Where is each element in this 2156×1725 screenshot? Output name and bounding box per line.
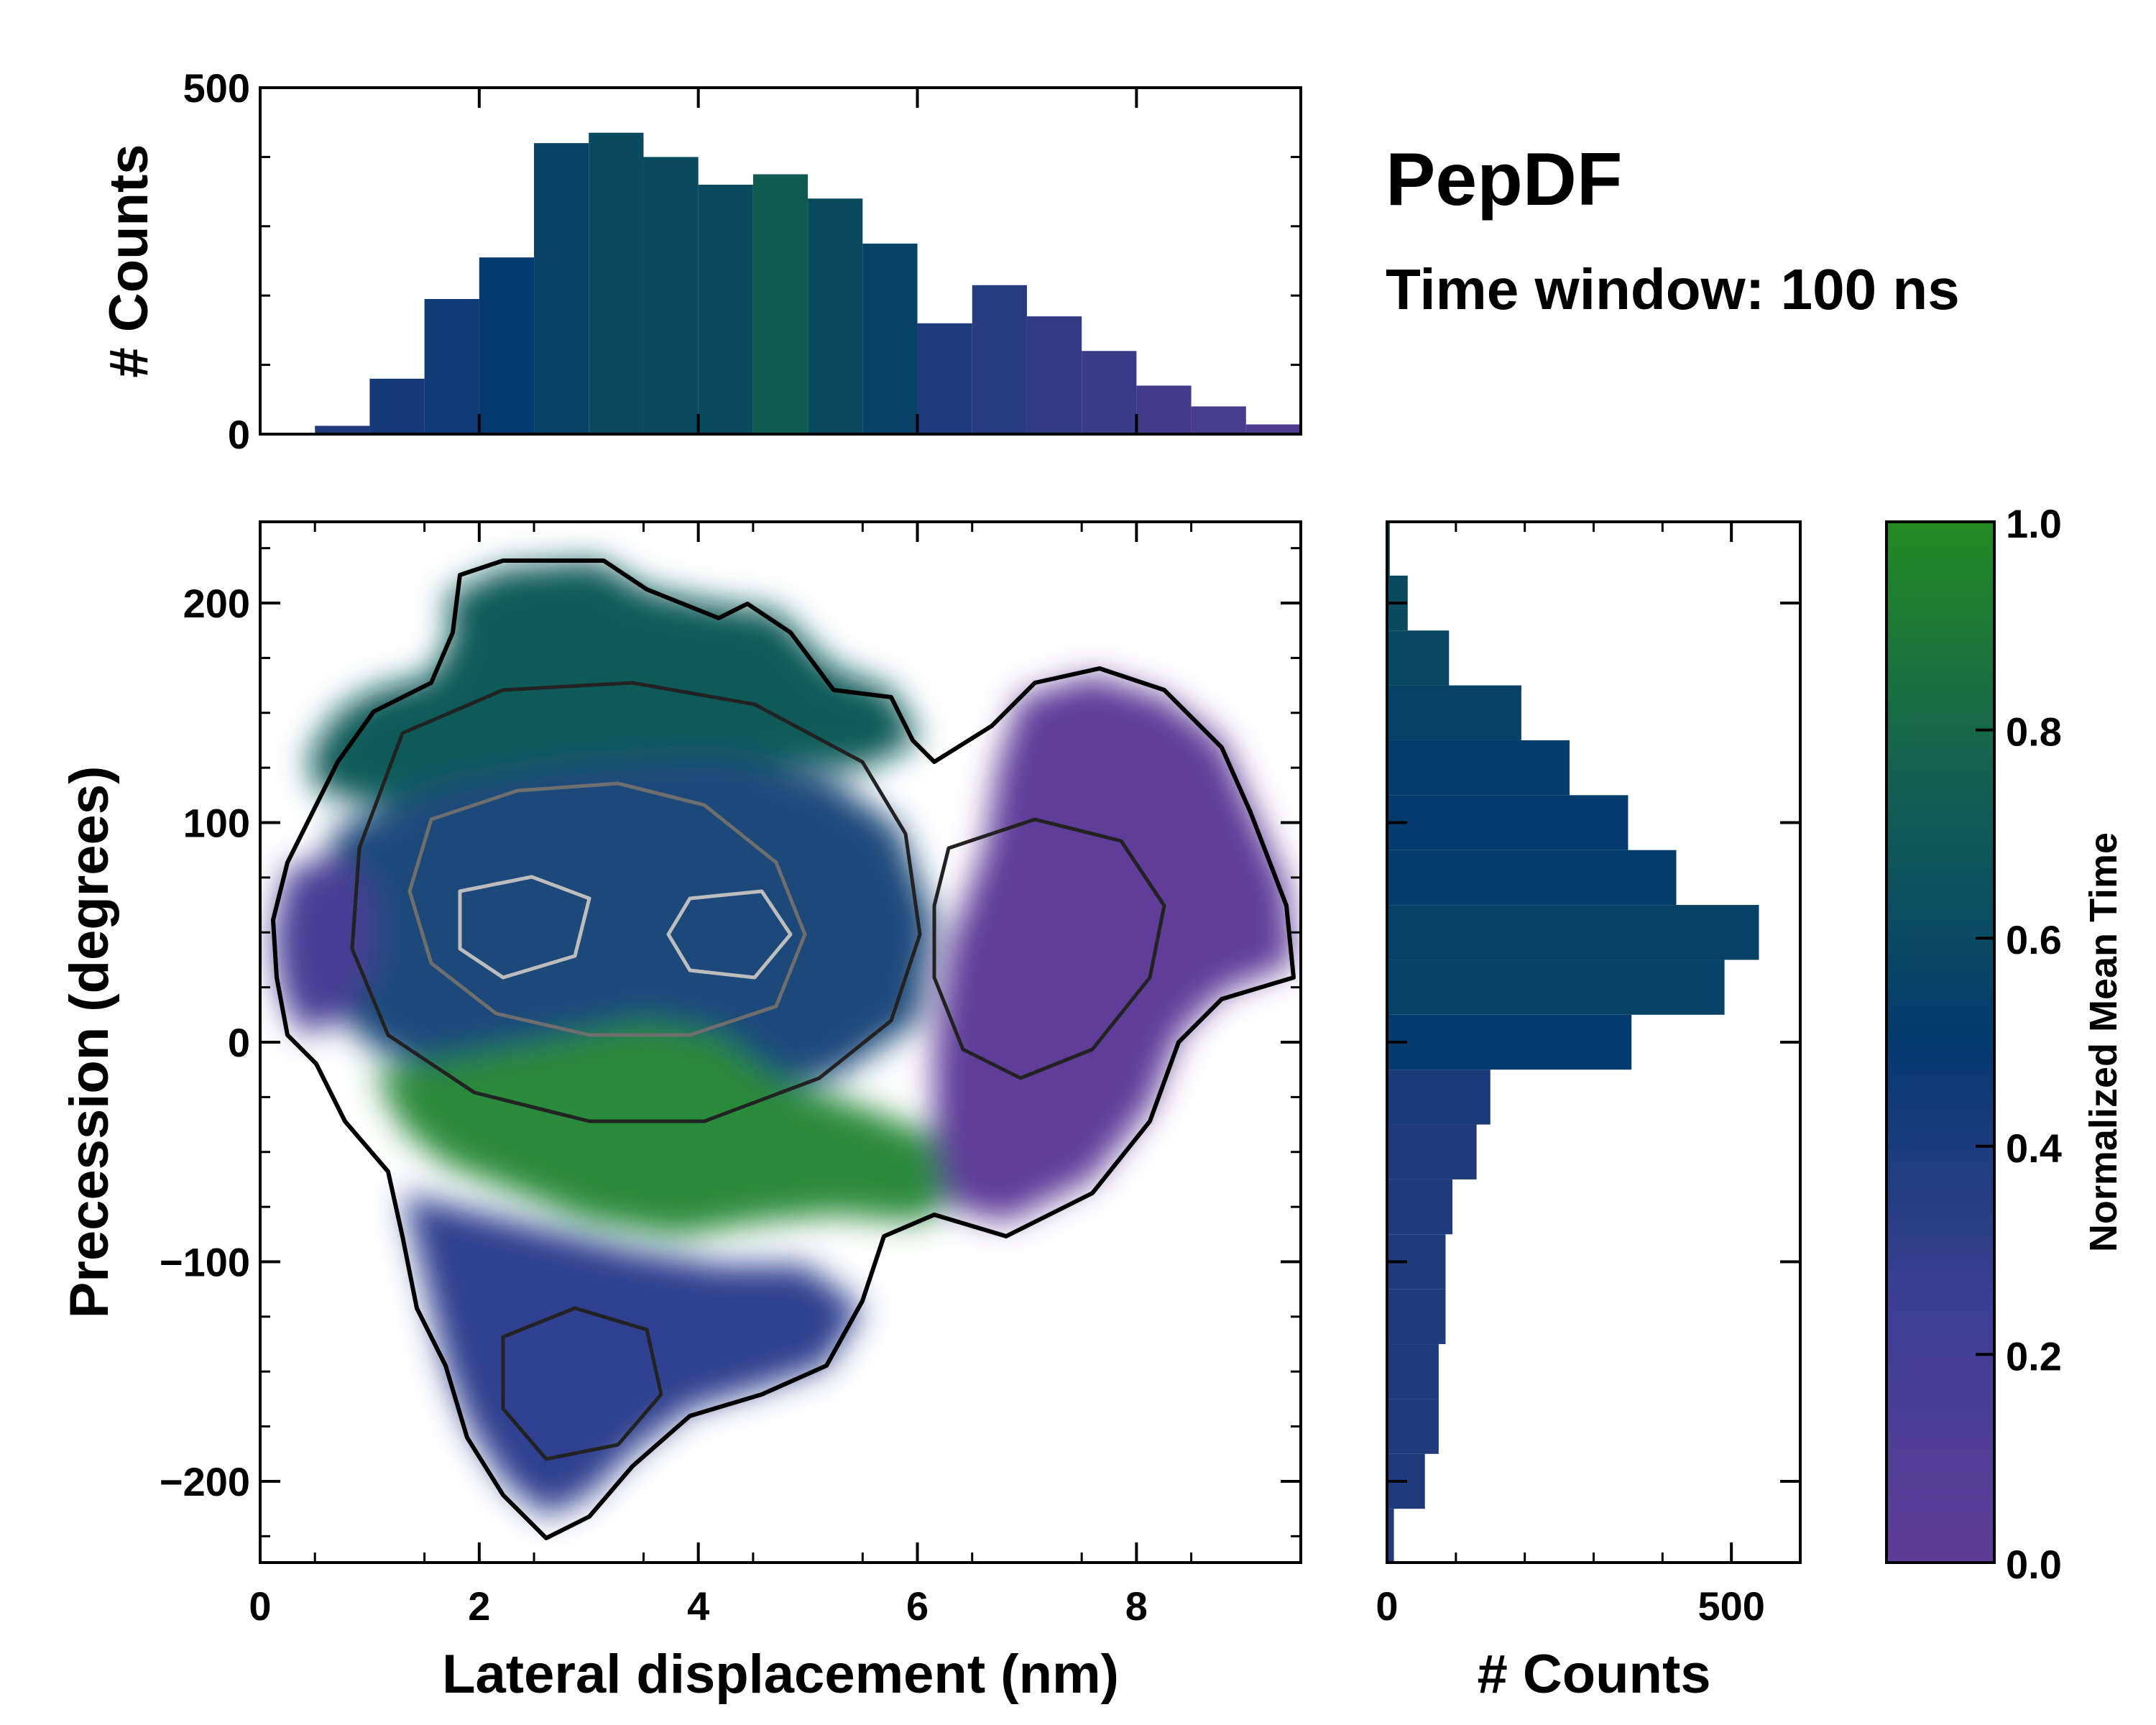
y-tick-label: 200 (183, 581, 250, 626)
top-histogram-bar (808, 198, 863, 434)
colorbar-tick-label: 0.6 (2006, 917, 2062, 962)
top-histogram-bar (972, 285, 1027, 434)
top-histogram-bars (260, 132, 1301, 434)
top-histogram-y-tick-labels: 0 500 (183, 65, 250, 457)
top-histogram-frame (259, 86, 1302, 436)
right-histogram-x-axis-title: # Counts (1477, 1644, 1710, 1705)
region-bottom-tail (402, 1193, 862, 1517)
top-histogram-bar (315, 426, 370, 434)
top-histogram-bar (643, 157, 699, 434)
right-histogram-bar (1387, 1509, 1394, 1564)
right-histogram-bar (1387, 630, 1450, 686)
top-histogram-bar (1082, 351, 1137, 434)
region-left-edge (273, 855, 374, 1035)
right-histogram-bar (1387, 1344, 1439, 1399)
right-histogram-bar (1387, 960, 1725, 1015)
top-histogram-y-axis-title: # Counts (98, 144, 160, 377)
top-histogram-bar (1136, 385, 1192, 434)
heatmap-y-tick-labels: 200 100 0 −100 −200 (160, 581, 250, 1504)
colorbar-tick-label: 0.0 (2006, 1542, 2062, 1587)
colorbar-gradient (1885, 520, 1996, 1564)
top-histogram-bar (917, 323, 972, 434)
colorbar-tick-label: 1.0 (2006, 501, 2062, 546)
heatmap-x-tick-labels: 0 2 4 6 8 (249, 1583, 1148, 1629)
right-histogram-bar (1387, 1014, 1632, 1070)
right-histogram-panel: 0 500 # Counts (1376, 520, 1802, 1705)
top-histogram-bar (862, 243, 918, 434)
inner-contour-gray (407, 781, 807, 1037)
top-histogram-ticks (259, 86, 1301, 436)
right-histogram-bar (1387, 1070, 1491, 1125)
inner-contour-light-2 (666, 889, 793, 980)
region-lower-center-band (374, 1021, 963, 1236)
outer-contour (271, 558, 1296, 1540)
figure-subtitle: Time window: 100 ns (1386, 257, 1960, 321)
right-histogram-bar (1387, 740, 1570, 796)
colorbar-title: Normalized Mean Time (2082, 832, 2125, 1252)
right-histogram-bar (1387, 850, 1677, 906)
top-histogram-bar (752, 174, 808, 434)
y-tick-label: −200 (160, 1459, 250, 1504)
top-histogram-bar (369, 378, 425, 434)
figure-title: PepDF (1386, 138, 1622, 221)
right-histogram-bars (1387, 520, 1759, 1564)
top-histogram-panel: 0 500 # Counts (98, 65, 1302, 457)
bottom-tail-contour (501, 1306, 663, 1461)
top-histogram-bar (589, 132, 644, 434)
colorbar-tick-label: 0.4 (2006, 1126, 2062, 1171)
x-tick-label: 4 (687, 1583, 709, 1629)
top-histogram-bar (1245, 424, 1301, 434)
top-histogram-bar (479, 257, 535, 434)
right-histogram-ticks (1386, 522, 1800, 1563)
top-histogram-bar (424, 299, 479, 434)
colorbar-panel: 1.0 0.8 0.6 0.4 0.2 0.0 Normalized Mean Time (1885, 501, 2125, 1587)
y-tick-label: −100 (160, 1239, 250, 1284)
right-histogram-bar (1387, 905, 1759, 960)
heatmap-x-axis-title: Lateral displacement (nm) (442, 1644, 1119, 1705)
right-x-tick-label: 0 (1376, 1583, 1398, 1629)
right-histogram-bar (1387, 795, 1628, 850)
colorbar-tick-labels: 1.0 0.8 0.6 0.4 0.2 0.0 (2006, 501, 2062, 1587)
colorbar-tick-label: 0.2 (2006, 1333, 2062, 1379)
x-tick-label: 8 (1125, 1583, 1148, 1629)
x-tick-label: 6 (906, 1583, 929, 1629)
right-histogram-bar (1387, 1289, 1446, 1345)
top-histogram-bar (534, 143, 589, 434)
x-tick-label: 0 (249, 1583, 271, 1629)
right-histogram-bar (1387, 685, 1521, 740)
x-tick-label: 2 (468, 1583, 490, 1629)
right-histogram-bar (1387, 1124, 1477, 1179)
inner-contour-dark (350, 681, 922, 1123)
top-y-tick-label: 500 (183, 65, 250, 111)
y-tick-label: 100 (183, 801, 250, 846)
top-histogram-bar (1026, 316, 1082, 434)
top-histogram-bar (698, 184, 753, 434)
region-right-lobe (934, 676, 1294, 1222)
right-histogram-bar (1387, 1179, 1453, 1235)
heatmap-ticks (259, 522, 1301, 1563)
top-y-tick-label: 0 (228, 412, 250, 457)
heatmap-regions (271, 558, 1296, 1540)
inner-contour-light (458, 875, 591, 980)
right-lobe-contour (932, 817, 1166, 1080)
right-histogram-x-tick-labels: 0 500 (1376, 1583, 1764, 1629)
heatmap-y-axis-title: Precession (degrees) (59, 766, 120, 1319)
heatmap-panel: 0 2 4 6 8 200 100 0 −100 −200 Lateral displaceme… (59, 520, 1302, 1705)
colorbar-ticks (1976, 520, 1994, 1564)
colorbar-tick-label: 0.8 (2006, 709, 2062, 755)
y-tick-label: 0 (228, 1020, 250, 1065)
right-x-tick-label: 500 (1697, 1583, 1764, 1629)
right-histogram-bar (1387, 1399, 1439, 1454)
top-histogram-bar (1191, 406, 1246, 434)
